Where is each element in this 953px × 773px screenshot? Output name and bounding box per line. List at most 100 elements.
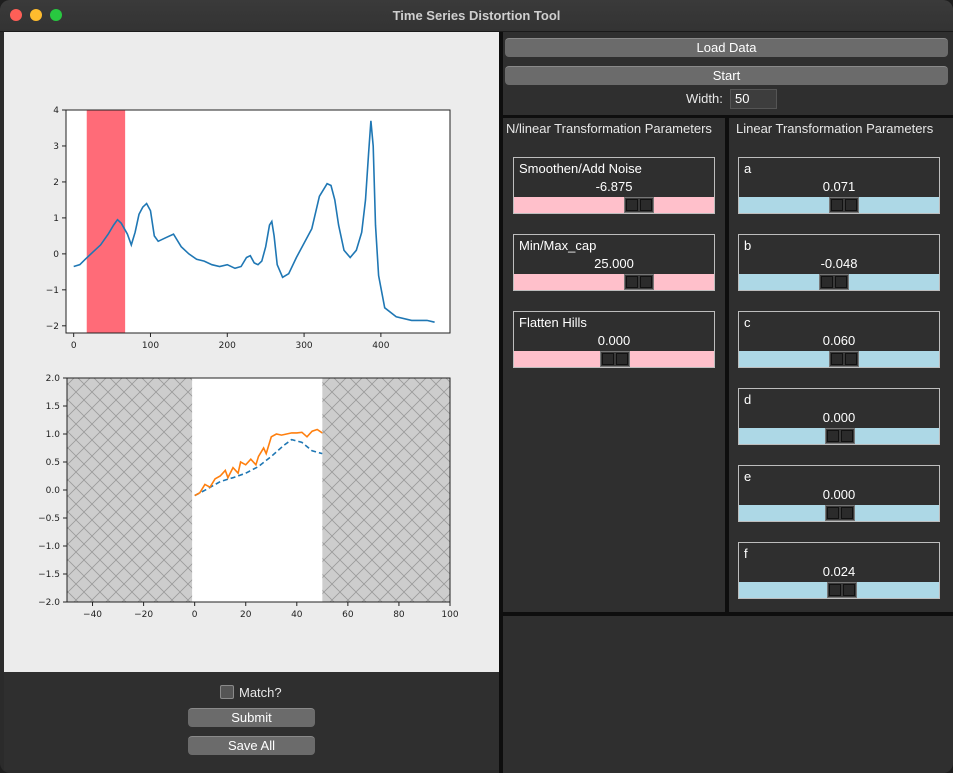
param-c: c 0.060: [738, 311, 940, 368]
y-tick-label: −0.5: [38, 514, 60, 524]
param-slider[interactable]: [514, 351, 714, 367]
slider-handle[interactable]: [624, 274, 654, 290]
y-tick-label: 0.5: [46, 458, 60, 468]
y-tick-label: 0: [53, 250, 59, 260]
param-slider[interactable]: [739, 197, 939, 213]
param-name: b: [744, 238, 752, 253]
x-tick-label: 200: [219, 341, 236, 351]
y-tick-label: −1: [46, 286, 59, 296]
param-name: f: [744, 546, 748, 561]
x-tick-label: 100: [142, 341, 159, 351]
x-tick-label: 80: [393, 610, 405, 620]
param-value: 0.060: [822, 333, 856, 348]
param-f: f 0.024: [738, 542, 940, 599]
param-slider[interactable]: [739, 582, 939, 598]
y-tick-label: 0.0: [46, 486, 61, 496]
pane-divider: [499, 32, 503, 773]
series-line-0: [194, 438, 323, 497]
x-tick-label: 100: [441, 610, 458, 620]
slider-handle[interactable]: [827, 582, 857, 598]
x-tick-label: 300: [295, 341, 312, 351]
param-slider[interactable]: [514, 197, 714, 213]
nonlinear-header: N/linear Transformation Parameters: [506, 121, 712, 136]
param-a: a 0.071: [738, 157, 940, 214]
param-b: b -0.048: [738, 234, 940, 291]
param-e: e 0.000: [738, 465, 940, 522]
series-line-1: [194, 428, 323, 497]
x-tick-label: 40: [291, 610, 303, 620]
x-tick-label: −20: [134, 610, 153, 620]
y-tick-label: 2.0: [46, 374, 61, 384]
start-button[interactable]: Start: [505, 66, 948, 85]
param-value: 0.000: [597, 333, 631, 348]
column-divider: [725, 118, 729, 614]
series-chart: 0 100 200 300 400 −2 −1 0 1 2 3 4: [46, 106, 451, 351]
section-divider-bottom: [503, 612, 953, 616]
param-name: Flatten Hills: [519, 315, 587, 330]
x-tick-label: 0: [192, 610, 198, 620]
slider-handle[interactable]: [624, 197, 654, 213]
x-tick-label: 60: [342, 610, 354, 620]
y-tick-label: −1.5: [38, 570, 60, 580]
slider-handle[interactable]: [829, 197, 859, 213]
param-slider[interactable]: [514, 274, 714, 290]
param-slider[interactable]: [739, 505, 939, 521]
slider-handle[interactable]: [819, 274, 849, 290]
minimize-window-button[interactable]: [30, 9, 42, 21]
y-tick-label: −1.0: [38, 542, 60, 552]
x-tick-label: 400: [372, 341, 389, 351]
param-name: e: [744, 469, 752, 484]
param-slider[interactable]: [739, 274, 939, 290]
match-checkbox[interactable]: [220, 685, 234, 699]
linear-header: Linear Transformation Parameters: [736, 121, 934, 136]
submit-button[interactable]: Submit: [188, 708, 315, 727]
series-line-0: [73, 120, 435, 323]
title-bar: Time Series Distortion Tool: [0, 0, 953, 32]
y-tick-label: 2: [53, 178, 59, 188]
plot-frame: [65, 109, 451, 334]
param-value: 0.000: [822, 410, 856, 425]
param-value: 0.071: [822, 179, 856, 194]
param-slider[interactable]: [739, 428, 939, 444]
param-slider[interactable]: [739, 351, 939, 367]
y-tick-label: 1: [53, 214, 59, 224]
param-flatten-hills: Flatten Hills 0.000: [513, 311, 715, 368]
width-input[interactable]: [730, 89, 777, 109]
zoom-window-button[interactable]: [50, 9, 62, 21]
param-name: Smoothen/Add Noise: [519, 161, 642, 176]
slider-handle[interactable]: [600, 351, 630, 367]
window-title: Time Series Distortion Tool: [392, 8, 561, 23]
section-divider: [503, 115, 953, 118]
masked-region: [67, 378, 193, 602]
x-tick-label: −40: [83, 610, 102, 620]
param-name: d: [744, 392, 752, 407]
x-tick-label: 20: [240, 610, 252, 620]
param-name: a: [744, 161, 752, 176]
control-pane: Load Data Start Width: N/linear Transfor…: [503, 32, 953, 773]
plot-area: [66, 110, 450, 333]
slider-handle[interactable]: [829, 351, 859, 367]
width-label: Width:: [686, 91, 723, 106]
close-window-button[interactable]: [10, 9, 22, 21]
y-tick-label: −2.0: [38, 598, 60, 608]
save-all-button[interactable]: Save All: [188, 736, 315, 755]
y-tick-label: 3: [53, 142, 59, 152]
action-pane: Match? Submit Save All: [4, 672, 499, 770]
slider-handle[interactable]: [825, 505, 855, 521]
param-value: -0.048: [820, 256, 858, 271]
param-value: -6.875: [595, 179, 633, 194]
plot-pane: 0 100 200 300 400 −2 −1 0 1 2 3 4 −40 −20 0 20 40 60 80 10…: [4, 32, 499, 672]
param-value: 0.024: [822, 564, 856, 579]
load-data-button[interactable]: Load Data: [505, 38, 948, 57]
masked-region: [322, 378, 450, 602]
y-tick-label: 1.0: [46, 430, 61, 440]
x-tick-label: 0: [71, 341, 77, 351]
param-name: Min/Max_cap: [519, 238, 597, 253]
match-label: Match?: [239, 685, 282, 700]
slider-handle[interactable]: [825, 428, 855, 444]
y-tick-label: 1.5: [46, 402, 60, 412]
param-min-max-cap: Min/Max_cap 25.000: [513, 234, 715, 291]
param-name: c: [744, 315, 751, 330]
window-chart: −40 −20 0 20 40 60 80 100 −2.0 −1.5 −1.0 −0.5 0.0 0.5…: [38, 374, 459, 620]
